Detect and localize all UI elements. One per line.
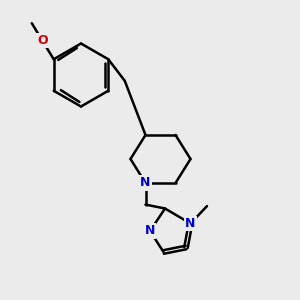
Text: O: O bbox=[37, 34, 48, 47]
Text: N: N bbox=[185, 217, 196, 230]
Text: N: N bbox=[145, 224, 155, 238]
Text: N: N bbox=[140, 176, 151, 190]
